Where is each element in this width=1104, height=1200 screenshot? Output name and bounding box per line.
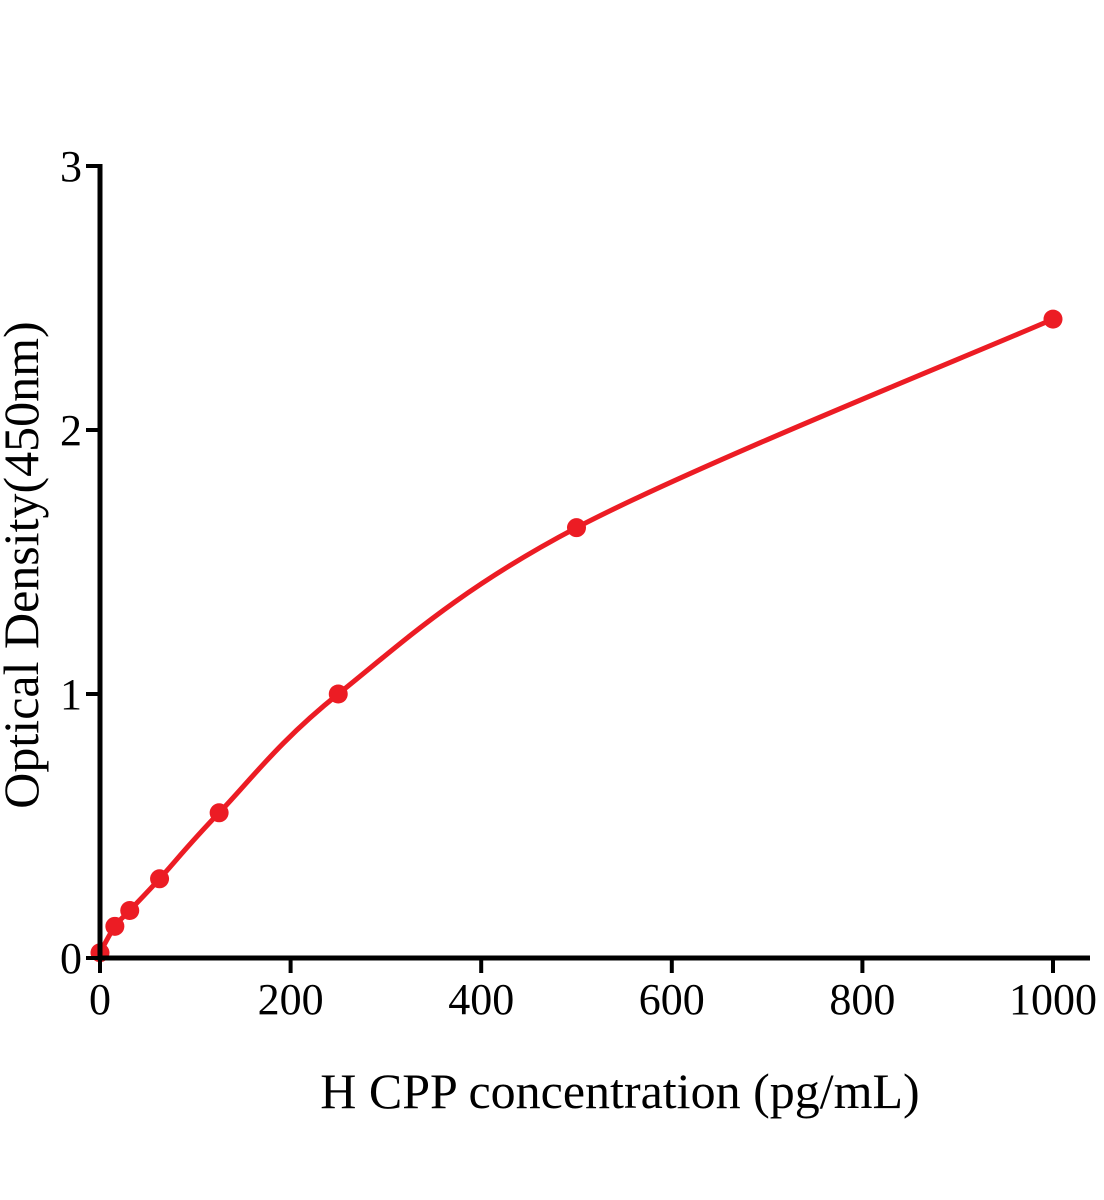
data-point	[328, 684, 348, 704]
y-tick-label: 3	[60, 142, 82, 191]
x-tick-label: 600	[639, 975, 705, 1024]
series-layer	[90, 309, 1063, 963]
tick-labels-layer: 0 200 400 600 800 1000 0 1 2 3	[60, 142, 1097, 1024]
x-tick-label: 800	[829, 975, 895, 1024]
data-point	[120, 900, 140, 920]
x-axis-title: H CPP concentration (pg/mL)	[320, 1063, 919, 1119]
x-tick-label: 200	[258, 975, 324, 1024]
data-point	[209, 803, 229, 823]
x-tick-label: 0	[89, 975, 111, 1024]
data-point	[150, 869, 170, 889]
y-axis-title: Optical Density(450nm)	[0, 321, 49, 808]
axes-layer	[86, 164, 1090, 973]
x-tick-label: 1000	[1009, 975, 1097, 1024]
y-tick-label: 1	[60, 670, 82, 719]
data-point	[1043, 309, 1063, 329]
data-point	[567, 518, 586, 538]
standard-curve-line	[97, 316, 1056, 956]
y-tick-label: 2	[60, 406, 82, 455]
x-tick-label: 400	[448, 975, 514, 1024]
y-tick-label: 0	[60, 934, 82, 983]
data-point	[105, 916, 125, 936]
